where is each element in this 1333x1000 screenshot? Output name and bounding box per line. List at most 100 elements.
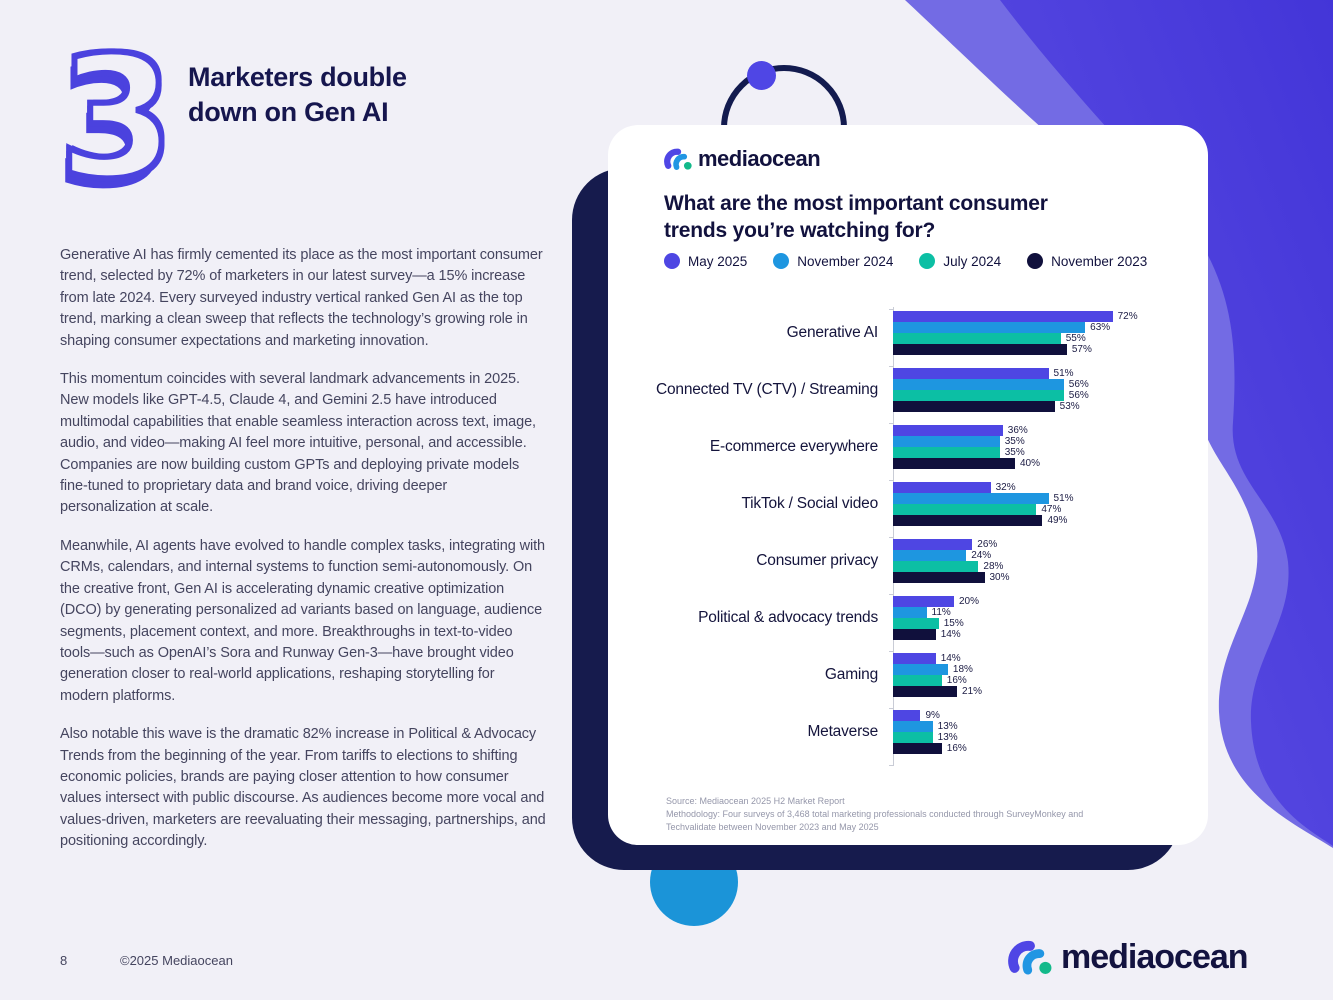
bar [893,379,1064,390]
bar [893,368,1049,379]
bar [893,572,985,583]
category-label: Consumer privacy [756,552,878,569]
mediaocean-wave-icon [664,148,692,170]
legend-item: July 2024 [919,253,1001,269]
axis-tick [889,708,893,709]
legend-label: May 2025 [688,253,748,269]
bar-line: 13% [893,721,967,732]
bar-line: 30% [893,572,1010,583]
bar [893,333,1061,344]
chart-category-row: Metaverse 9% 13% 13% 16% [635,710,1138,754]
bar-value-label: 55% [1065,333,1086,344]
category-label: Generative AI [786,324,879,341]
bar [893,390,1064,401]
bar-value-label: 24% [971,550,992,561]
axis-tick [889,651,893,652]
legend-color-dot [773,253,790,269]
bar-line: 47% [893,504,1074,515]
bar [893,482,991,493]
bar [893,515,1043,526]
chart-title: What are the most important consumer tre… [664,192,1048,242]
chart-axis-line [893,307,894,766]
page-number: 8 [60,953,68,968]
bar-line: 11% [893,607,979,618]
bar-value-label: 49% [1047,515,1068,526]
bar-value-label: 53% [1059,401,1080,412]
paragraph-4: Also notable this wave is the dramatic 8… [60,726,546,850]
section-number: 3 3 [54,17,218,226]
bar [893,447,1000,458]
bar [893,436,1000,447]
page-title: Marketers double down on Gen AI [188,62,407,127]
bar [893,311,1113,322]
bar [893,653,936,664]
section-number-front-layer: 3 [55,17,178,219]
bar-value-label: 15% [943,618,964,629]
category-bars: 20% 11% 15% 14% [893,596,979,640]
bar-value-label: 47% [1041,504,1062,515]
bar [893,561,979,572]
bar-value-label: 40% [1020,458,1041,469]
bar-value-label: 72% [1117,311,1138,322]
bar-value-label: 36% [1007,425,1028,436]
bar-value-label: 13% [937,732,958,743]
bar [893,710,921,721]
methodology-line: Methodology: Four surveys of 3,468 total… [666,809,1084,832]
bar-line: 15% [893,618,979,629]
bar-line: 35% [893,447,1040,458]
category-label: E-commerce everywhere [709,438,878,455]
axis-tick [889,423,893,424]
legend-item: May 2025 [664,253,747,269]
section-number-back-layer: 3 [54,30,171,226]
bar-value-label: 35% [1004,436,1025,447]
bar-line: 28% [893,561,1010,572]
mediaocean-wave-icon [1008,940,1052,974]
bar-line: 51% [893,493,1074,504]
bar [893,629,936,640]
bar-line: 20% [893,596,979,607]
bar [893,493,1049,504]
bar [893,721,933,732]
bar [893,732,933,743]
bar-line: 35% [893,436,1040,447]
card-logo-text: mediaocean [698,146,821,171]
copyright-text: ©2025 Mediaocean [120,953,233,968]
chart-category-row: Generative AI 72% 63% 55% 57% [635,311,1138,355]
bar-line: 49% [893,515,1074,526]
bar-value-label: 57% [1071,344,1092,355]
axis-tick [889,537,893,538]
bar-line: 56% [893,379,1089,390]
legend-color-dot [1027,253,1044,269]
bar [893,539,973,550]
legend-label: November 2023 [1051,253,1148,269]
footer-mediaocean-logo: mediaocean [1008,938,1249,977]
paragraph-3: Meanwhile, AI agents have evolved to han… [60,537,545,704]
chart-legend: May 2025 November 2024 July 2024 November 2… [664,253,1147,269]
arc-decoration [721,65,847,128]
bar-value-label: 56% [1068,379,1089,390]
bar [893,550,967,561]
bar [893,344,1067,355]
bar-value-label: 20% [959,596,980,607]
bar-line: 18% [893,664,982,675]
bar-value-label: 18% [952,664,973,675]
bar-value-label: 51% [1053,368,1074,379]
bar-line: 51% [893,368,1089,379]
legend-color-dot [664,253,680,269]
bar [893,458,1015,469]
bar-line: 9% [893,710,967,721]
bar-value-label: 28% [983,561,1004,572]
category-bars: 26% 24% 28% 30% [893,539,1010,583]
source-line: Source: Mediaocean 2025 H2 Market Report [666,796,845,806]
bar-line: 16% [893,675,982,686]
legend-label: November 2024 [797,253,894,269]
bar-line: 14% [893,629,979,640]
legend-item: November 2023 [1027,253,1147,269]
chart-category-row: E-commerce everywhere 36% 35% 35% 40% [635,425,1138,469]
bar-value-label: 63% [1090,322,1111,333]
bar [893,322,1086,333]
chart-category-row: Connected TV (CTV) / Streaming 51% 56% 56% 5… [635,368,1138,412]
footer-logo-text: mediaocean [1061,938,1249,976]
paragraph-2: This momentum coincides with several lan… [60,371,536,516]
